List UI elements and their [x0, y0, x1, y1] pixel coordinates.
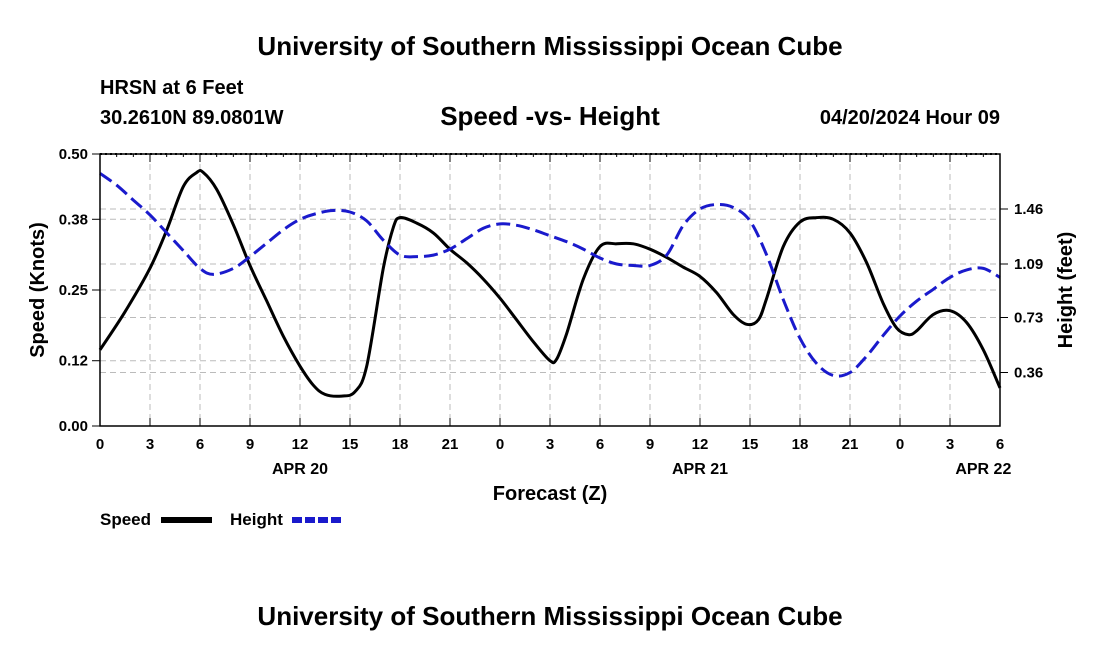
y-right-tick-label: 0.36: [1014, 364, 1043, 381]
legend-speed-label: Speed: [100, 510, 151, 529]
series-line-height: [99, 172, 1001, 378]
x-tick-label: 12: [292, 436, 309, 453]
y-axis-left-label: Speed (Knots): [27, 222, 49, 358]
y-left-tick-label: 0.00: [59, 418, 88, 435]
chart-subtitle: Speed -vs- Height: [440, 101, 660, 131]
chart-main-title: University of Southern Mississippi Ocean…: [257, 31, 843, 61]
x-tick-label: 3: [146, 436, 154, 453]
x-tick-label: 0: [496, 436, 504, 453]
x-tick-label: 0: [96, 436, 104, 453]
chart-grid: [100, 154, 1000, 426]
x-tick-label: 15: [342, 436, 359, 453]
y-right-tick-label: 0.73: [1014, 309, 1043, 326]
station-label: HRSN at 6 Feet: [100, 77, 244, 99]
y-axis-right-label: Height (feet): [1055, 232, 1077, 349]
x-tick-label: 9: [246, 436, 254, 453]
x-date-label: APR 20: [272, 461, 328, 478]
x-tick-label: 3: [946, 436, 954, 453]
y-right-tick-label: 1.46: [1014, 201, 1043, 218]
x-tick-label: 0: [896, 436, 904, 453]
y-left-tick-label: 0.12: [59, 353, 88, 370]
x-tick-label: 12: [692, 436, 709, 453]
footer-title: University of Southern Mississippi Ocean…: [257, 601, 843, 631]
x-tick-label: 6: [196, 436, 204, 453]
x-date-label: APR 22: [955, 461, 1011, 478]
y-left-tick-label: 0.50: [59, 146, 88, 163]
forecast-date: 04/20/2024 Hour 09: [819, 107, 1000, 129]
x-tick-label: 6: [596, 436, 604, 453]
chart-series: [98, 169, 1002, 398]
station-coordinates: 30.2610N 89.0801W: [100, 107, 284, 129]
x-tick-label: 6: [996, 436, 1004, 453]
x-tick-label: 3: [546, 436, 554, 453]
series-line-speed: [98, 169, 1002, 398]
chart-axes: 0 3 6 9 12 15 18 21 0 3 6 9 12 15 18 21 0 3 6 APR 20 APR 21 A…: [59, 146, 1043, 478]
x-axis-label: Forecast (Z): [493, 483, 607, 505]
chart-labels: Forecast (Z) Speed (Knots) Height (feet): [27, 222, 1077, 505]
y-right-tick-label: 1.09: [1014, 256, 1043, 273]
y-left-tick-label: 0.25: [59, 282, 88, 299]
legend-height-label: Height: [230, 510, 283, 529]
x-tick-label: 21: [442, 436, 459, 453]
chart-legend: Speed Height: [100, 510, 343, 529]
y-left-tick-label: 0.38: [59, 211, 88, 228]
x-tick-label: 18: [392, 436, 409, 453]
x-tick-label: 18: [792, 436, 809, 453]
x-tick-label: 15: [742, 436, 759, 453]
x-tick-label: 21: [842, 436, 859, 453]
x-date-label: APR 21: [672, 461, 728, 478]
x-tick-label: 9: [646, 436, 654, 453]
